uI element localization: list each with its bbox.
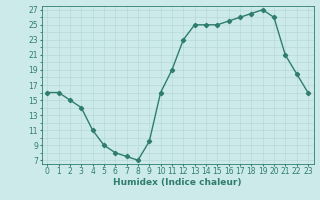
X-axis label: Humidex (Indice chaleur): Humidex (Indice chaleur) bbox=[113, 178, 242, 187]
